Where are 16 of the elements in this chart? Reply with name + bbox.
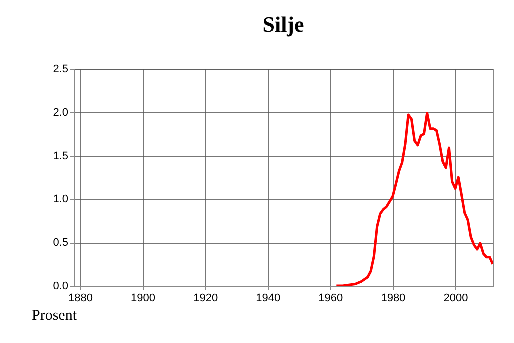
x-tick-label: 2000	[444, 292, 468, 304]
y-tick-label: 1.0	[53, 194, 68, 206]
y-tick-label: 0.0	[53, 280, 68, 292]
x-tick-label: 1960	[318, 292, 344, 304]
x-tick-label: 1940	[256, 292, 281, 304]
y-tick-label: 2.5	[53, 64, 68, 76]
y-tick-label: 0.5	[53, 237, 68, 250]
line-series	[335, 112, 493, 286]
y-tick-label: 2.0	[53, 106, 68, 119]
x-tick-label: 1900	[131, 292, 156, 304]
x-tick-label: 1920	[194, 292, 218, 304]
y-tick-label: 1.5	[53, 150, 68, 162]
chart-title: Silje	[262, 12, 305, 37]
x-tick-label: 1980	[381, 292, 406, 304]
x-tick-label: 1880	[68, 292, 93, 304]
text: Prosent	[32, 308, 77, 325]
